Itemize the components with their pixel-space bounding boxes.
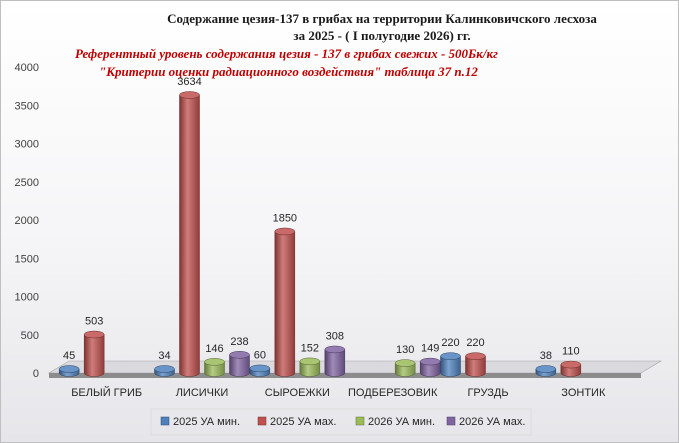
legend: 2025 УА мин. 2025 УА мах. 2026 УА мин. 2026… bbox=[150, 408, 532, 436]
data-label: 45 bbox=[63, 350, 75, 362]
legend-label: 2026 УА мах. bbox=[459, 416, 525, 428]
bar bbox=[324, 345, 346, 377]
x-axis: БЕЛЫЙ ГРИБ ЛИСИЧКИ СЫРОЕЖКИ ПОДБЕРЕЗОВИК ГРУ… bbox=[71, 386, 606, 399]
bar bbox=[419, 357, 441, 377]
y-tick-label: 4000 bbox=[15, 62, 39, 74]
legend-label: 2025 УА мах. bbox=[270, 416, 336, 428]
legend-item: 2025 УА мин. bbox=[160, 416, 240, 428]
data-label: 1850 bbox=[273, 212, 297, 224]
legend-box bbox=[150, 408, 532, 436]
y-axis: 0 500 1000 1500 2000 2500 3000 3500 4000 bbox=[15, 62, 39, 380]
x-tick-label: БЕЛЫЙ ГРИБ bbox=[71, 386, 142, 399]
legend-swatch bbox=[446, 416, 456, 426]
legend-swatch bbox=[355, 416, 365, 426]
x-tick-label: ЗОНТИК bbox=[561, 387, 606, 399]
data-label: 220 bbox=[466, 337, 484, 349]
bar bbox=[440, 352, 461, 377]
data-label: 503 bbox=[85, 316, 103, 328]
data-label: 149 bbox=[421, 343, 439, 355]
x-tick-label: СЫРОЕЖКИ bbox=[265, 387, 330, 399]
bar-series-group bbox=[58, 91, 582, 377]
bar bbox=[83, 330, 105, 377]
bar bbox=[249, 364, 271, 377]
bar bbox=[299, 357, 321, 377]
y-tick-label: 0 bbox=[33, 368, 39, 380]
x-tick-label: ЛИСИЧКИ bbox=[176, 387, 229, 399]
data-label: 152 bbox=[301, 342, 319, 354]
legend-item: 2026 УА мин. bbox=[355, 416, 435, 428]
x-tick-label: ПОДБЕРЕЗОВИК bbox=[348, 387, 438, 399]
chart-title-line1: Содержание цезия-137 в грибах на террито… bbox=[167, 11, 597, 26]
y-tick-label: 1000 bbox=[15, 292, 39, 304]
data-label: 308 bbox=[326, 330, 344, 342]
legend-item: 2026 УА мах. bbox=[446, 416, 525, 428]
data-label: 60 bbox=[254, 349, 266, 361]
data-label: 34 bbox=[158, 350, 170, 362]
legend-swatch bbox=[257, 416, 267, 426]
bar bbox=[560, 360, 582, 377]
bar bbox=[204, 358, 225, 377]
legend-label: 2026 УА мин. bbox=[368, 416, 435, 428]
x-tick-label: ГРУЗДЬ bbox=[467, 387, 508, 399]
y-tick-label: 2000 bbox=[15, 215, 39, 227]
data-label: 220 bbox=[441, 337, 459, 349]
y-tick-label: 500 bbox=[21, 330, 39, 342]
chart-title-line2: за 2025 - ( I полугодие 2026) гг. bbox=[293, 28, 470, 43]
y-tick-label: 2500 bbox=[15, 177, 39, 189]
y-tick-label: 3500 bbox=[15, 100, 39, 112]
legend-item: 2025 УА мах. bbox=[257, 416, 336, 428]
bar bbox=[229, 351, 250, 377]
bar bbox=[274, 227, 296, 377]
y-tick-label: 1500 bbox=[15, 253, 39, 265]
legend-swatch bbox=[160, 416, 170, 426]
bar bbox=[179, 91, 200, 377]
y-tick-label: 3000 bbox=[15, 139, 39, 151]
legend-label: 2025 УА мин. bbox=[173, 416, 240, 428]
data-label: 110 bbox=[562, 346, 580, 358]
data-label: 146 bbox=[205, 343, 223, 355]
data-label: 238 bbox=[230, 336, 248, 348]
data-label: 3634 bbox=[177, 76, 201, 88]
data-label: 130 bbox=[396, 344, 414, 356]
bar bbox=[465, 352, 486, 377]
bar bbox=[394, 359, 416, 377]
bar bbox=[58, 365, 80, 377]
bar bbox=[154, 365, 175, 377]
reference-note-line2: "Критерии оценки радиационного воздейств… bbox=[99, 64, 478, 79]
floor-edge bbox=[49, 373, 641, 378]
bar bbox=[535, 365, 557, 377]
reference-note-line1: Референтный уровень содержания цезия - 1… bbox=[75, 46, 498, 61]
data-label: 38 bbox=[540, 350, 552, 362]
